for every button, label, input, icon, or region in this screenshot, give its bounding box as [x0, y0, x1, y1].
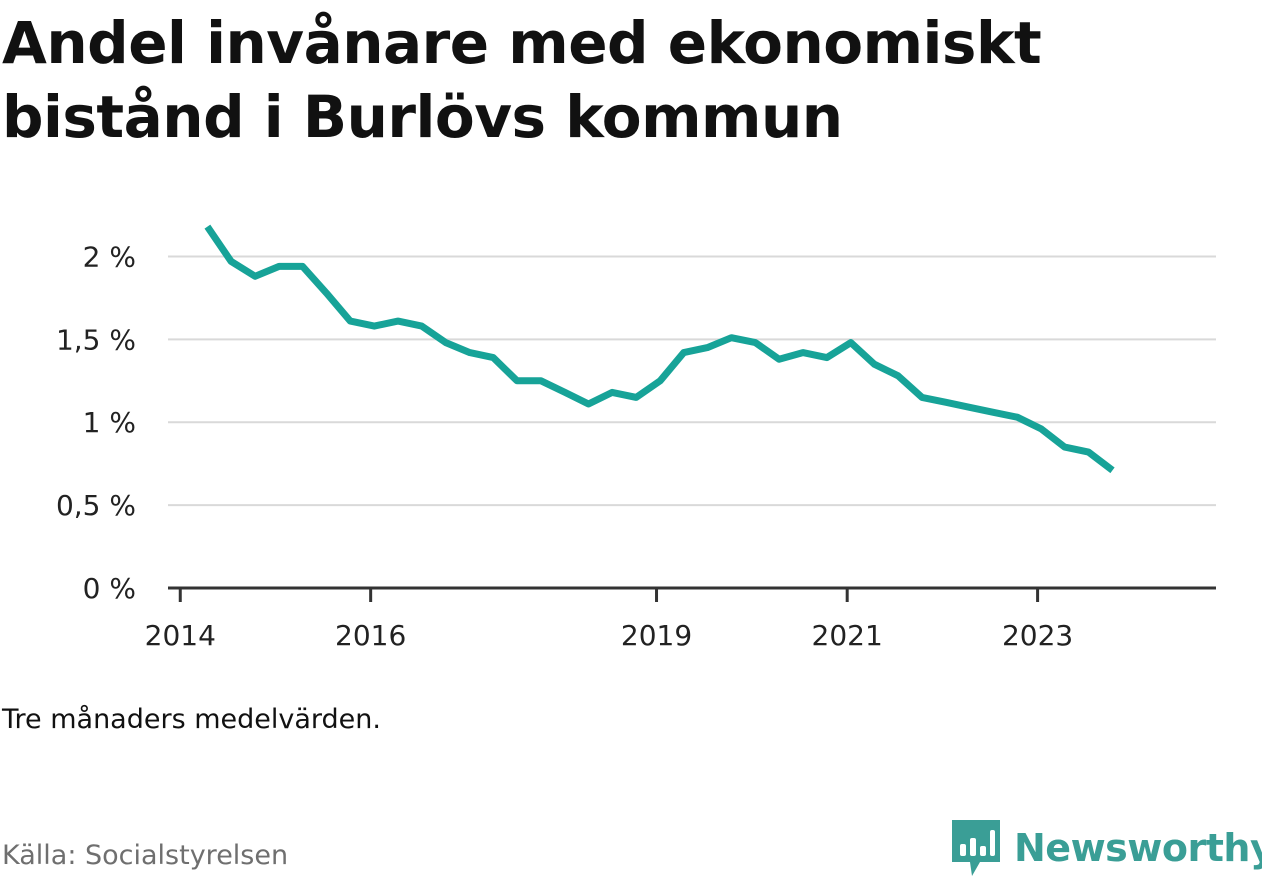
chart-note: Tre månaders medelvärden.	[2, 704, 381, 735]
y-tick-label: 0,5 %	[56, 489, 136, 522]
data-point	[418, 323, 425, 330]
x-axis: 2014 2016 2019 2021 2023	[145, 586, 1216, 652]
data-point	[680, 349, 687, 356]
data-point	[704, 344, 711, 351]
gridlines	[168, 255, 1216, 507]
data-point	[204, 223, 211, 230]
data-point	[823, 354, 830, 361]
data-point	[513, 377, 520, 384]
data-point	[776, 356, 783, 363]
data-point	[537, 377, 544, 384]
data-point	[1038, 425, 1045, 432]
x-tick-label: 2014	[145, 619, 216, 652]
data-point	[657, 377, 664, 384]
data-point	[633, 394, 640, 401]
x-tick-label: 2019	[621, 619, 692, 652]
series-line	[204, 224, 1115, 474]
newsworthy-logo-icon	[952, 820, 1000, 876]
y-tick-label: 2 %	[83, 240, 136, 273]
data-point	[276, 263, 283, 270]
y-axis-ticks: 0 % 0,5 % 1 % 1,5 % 2 %	[56, 240, 136, 605]
data-point	[1061, 444, 1068, 451]
y-tick-label: 0 %	[83, 572, 136, 605]
data-point	[347, 318, 354, 325]
x-tick-label: 2023	[1002, 619, 1073, 652]
source-credit: Källa: Socialstyrelsen	[2, 840, 289, 871]
series-line-layer	[204, 223, 1116, 474]
data-point	[609, 389, 616, 396]
data-point	[847, 339, 854, 346]
data-point	[442, 339, 449, 346]
data-point	[1109, 467, 1116, 474]
data-point	[1014, 414, 1021, 421]
data-point	[561, 389, 568, 396]
data-point	[895, 372, 902, 379]
data-point	[490, 354, 497, 361]
data-point	[1085, 449, 1092, 456]
data-point	[943, 399, 950, 406]
data-point	[323, 289, 330, 296]
data-point	[395, 318, 402, 325]
x-tick-label: 2016	[335, 619, 406, 652]
y-tick-label: 1 %	[83, 406, 136, 439]
data-point	[990, 409, 997, 416]
data-point	[466, 349, 473, 356]
data-point	[371, 323, 378, 330]
data-point	[585, 400, 592, 407]
data-point	[299, 263, 306, 270]
data-point	[252, 273, 259, 280]
data-point	[728, 334, 735, 341]
data-point	[871, 361, 878, 368]
brand-logo: Newsworthy	[950, 818, 1262, 878]
data-point	[966, 404, 973, 411]
line-chart: 0 % 0,5 % 1 % 1,5 % 2 % 2014 2016 2019 2021 2023	[56, 223, 1216, 652]
chart-title: Andel invånare med ekonomiskt bistånd i …	[2, 9, 1042, 151]
data-point	[799, 349, 806, 356]
brand-name: Newsworthy	[1014, 826, 1262, 870]
data-point	[752, 339, 759, 346]
x-tick-label: 2021	[812, 619, 883, 652]
data-point	[228, 258, 235, 265]
data-point	[919, 394, 926, 401]
y-tick-label: 1,5 %	[56, 323, 136, 356]
